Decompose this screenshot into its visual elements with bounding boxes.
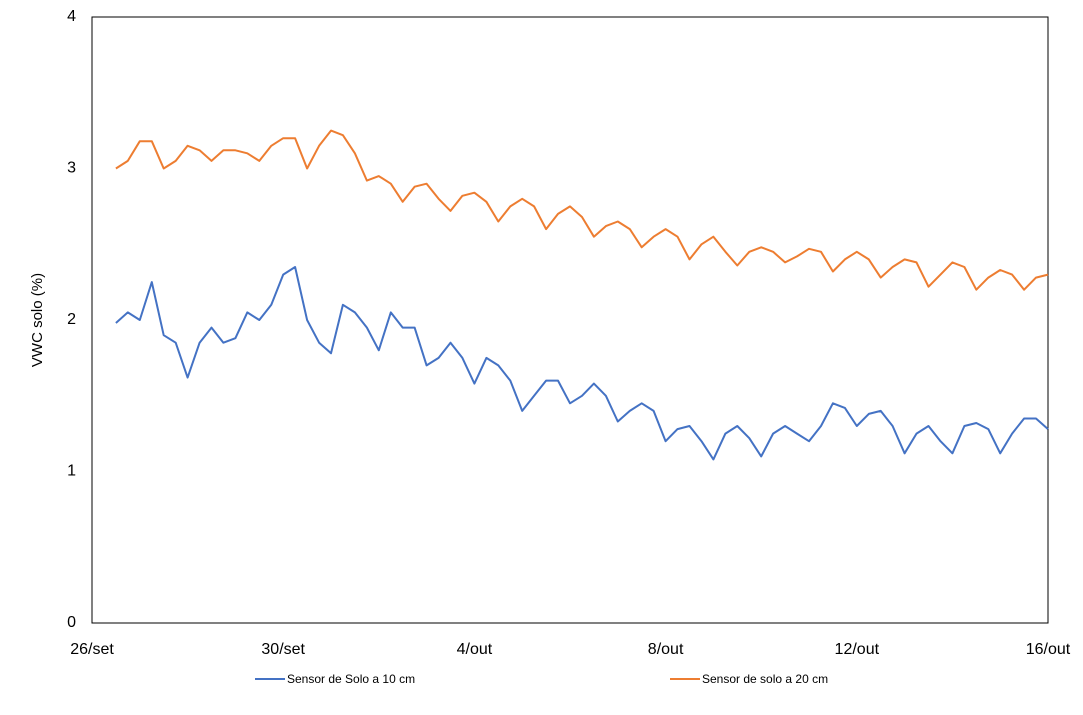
x-tick-label: 26/set	[70, 641, 114, 658]
y-tick-label: 3	[67, 160, 76, 177]
plot-frame	[91, 16, 1049, 624]
y-axis-label: VWC solo (%)	[29, 273, 46, 367]
x-tick-label: 4/out	[457, 641, 493, 658]
y-tick-label: 0	[67, 614, 76, 631]
legend-label: Sensor de solo a 20 cm	[702, 672, 828, 686]
legend-label: Sensor de Solo a 10 cm	[287, 672, 415, 686]
x-tick-label: 8/out	[648, 641, 684, 658]
series-line	[115, 129, 1049, 291]
series-line	[115, 266, 1049, 461]
x-tick-label: 16/out	[1026, 641, 1071, 658]
y-tick-label: 1	[67, 463, 76, 480]
x-tick-label: 30/set	[261, 641, 305, 658]
y-tick-label: 2	[67, 311, 76, 328]
y-tick-label: 4	[67, 8, 76, 25]
x-tick-label: 12/out	[835, 641, 880, 658]
